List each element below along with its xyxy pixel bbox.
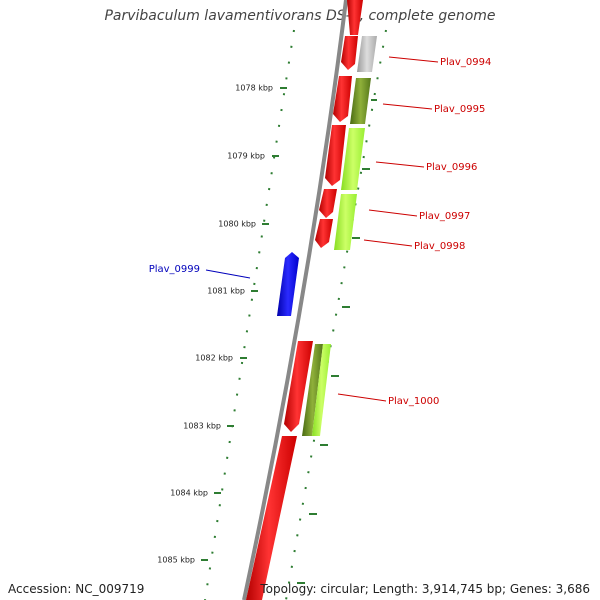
gene-label[interactable]: Plav_0998 (414, 241, 465, 252)
genome-backbone (242, 0, 348, 600)
ruler-tick-label: 1081 kbp (207, 287, 245, 296)
map-title: Parvibaculum lavamentivorans DS-1, compl… (104, 8, 496, 24)
ruler-tick-label: 1082 kbp (195, 354, 233, 363)
cog-bar-olive (350, 78, 371, 124)
ruler-tick: 1082 kbp (195, 354, 247, 363)
gene-plav-0996[interactable] (325, 125, 346, 186)
gene-plav-0994[interactable] (347, 0, 363, 35)
genome-summary-text: Topology: circular; Length: 3,914,745 bp… (260, 582, 590, 596)
cog-bar-gray (357, 36, 377, 72)
ruler-tick-label: 1084 kbp (170, 489, 208, 498)
ruler-tick-label: 1078 kbp (235, 84, 273, 93)
outer-guide-ring (285, 29, 387, 600)
gene-label[interactable]: Plav_1000 (388, 396, 439, 407)
gene-label[interactable]: Plav_0995 (434, 104, 485, 115)
ruler-tick: 1079 kbp (227, 152, 279, 161)
gene-reverse-long[interactable] (246, 436, 297, 600)
ruler-tick-label: 1085 kbp (157, 556, 195, 565)
gene-plav-0998[interactable] (315, 219, 333, 248)
gene-plav-0994-arrow[interactable] (341, 36, 358, 70)
ruler-tick: 1083 kbp (183, 422, 234, 431)
gene-plav-0999[interactable] (277, 252, 299, 316)
cog-track (302, 36, 377, 436)
gene-label[interactable]: Plav_0999 (149, 264, 200, 275)
ruler: 1078 kbp 1079 kbp 1080 kbp 1081 kbp 1082… (157, 84, 287, 565)
ruler-tick: 1081 kbp (207, 287, 258, 296)
inner-guide-ring (204, 29, 295, 600)
ruler-tick-label: 1079 kbp (227, 152, 265, 161)
gene-label[interactable]: Plav_0996 (426, 162, 477, 173)
gene-label[interactable]: Plav_0994 (440, 57, 491, 68)
label-leaders (205, 56, 439, 402)
ruler-tick-label: 1083 kbp (183, 422, 221, 431)
cog-bar-lime (341, 128, 365, 190)
reverse-strand-genes (246, 0, 363, 600)
cog-bar-lime (312, 344, 331, 436)
gene-plav-0995[interactable] (333, 76, 352, 122)
ruler-tick: 1084 kbp (170, 489, 221, 498)
outer-ring-ticks (297, 99, 377, 584)
ruler-tick: 1085 kbp (157, 556, 208, 565)
cog-bar-olive (302, 344, 323, 436)
ruler-tick: 1080 kbp (218, 220, 269, 229)
ruler-tick: 1078 kbp (235, 84, 287, 93)
ruler-tick-label: 1080 kbp (218, 220, 256, 229)
cog-bar-lime (334, 194, 357, 250)
gene-plav-1000[interactable] (284, 341, 313, 432)
gene-plav-0997[interactable] (319, 189, 337, 218)
accession-text: Accession: NC_009719 (8, 582, 145, 596)
gene-label[interactable]: Plav_0997 (419, 211, 470, 222)
